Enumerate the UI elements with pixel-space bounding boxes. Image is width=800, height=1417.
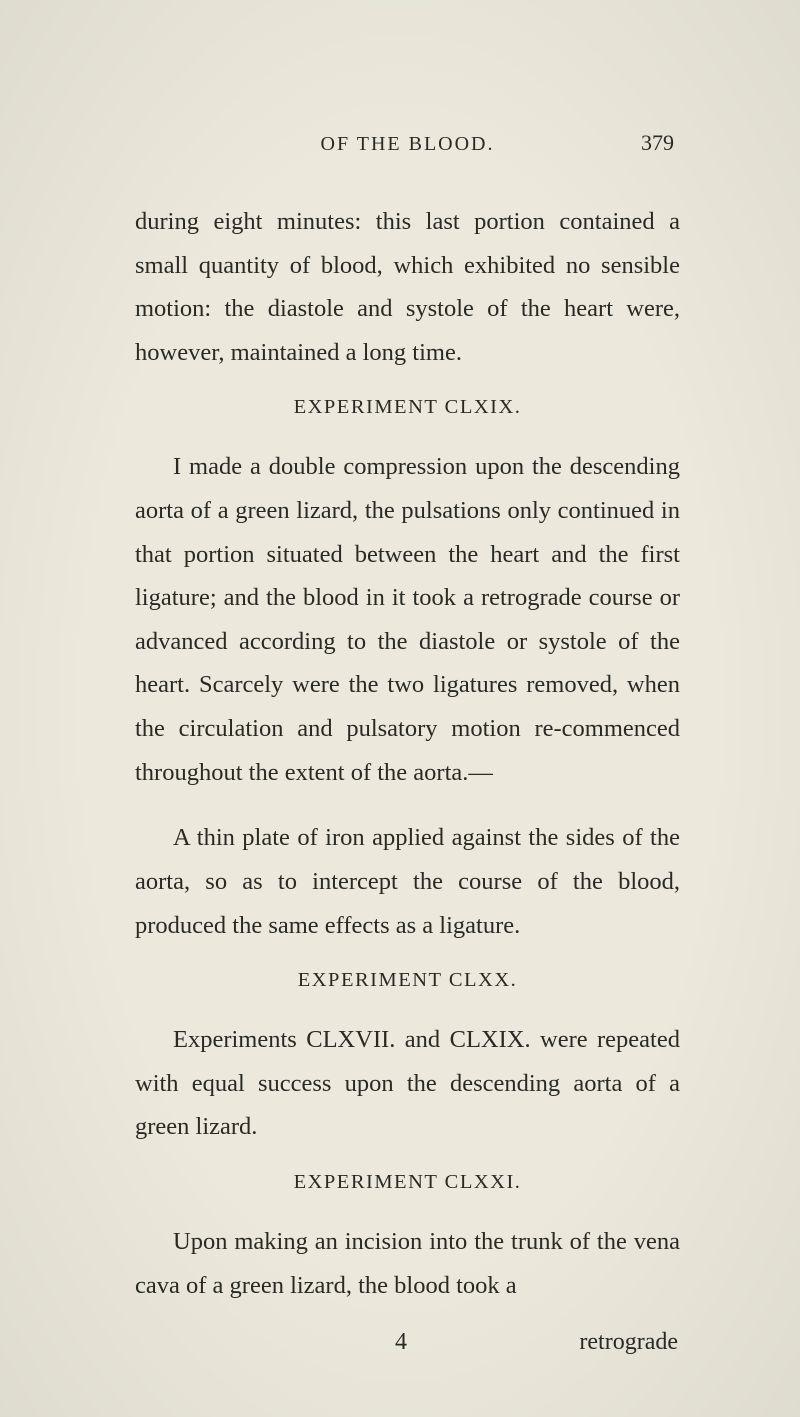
paragraph: during eight minutes: this last portion … (135, 200, 680, 374)
paragraph: Upon making an incision into the trunk o… (135, 1220, 680, 1307)
experiment-heading: EXPERIMENT CLXX. (135, 969, 680, 992)
paragraph: Experiments CLXVII. and CLXIX. were repe… (135, 1018, 680, 1149)
catch-line: 4 retrograde (135, 1329, 680, 1356)
running-head: OF THE BLOOD. 379 (135, 130, 680, 156)
paragraph: I made a double compression upon the des… (135, 445, 680, 794)
experiment-heading: EXPERIMENT CLXIX. (135, 396, 680, 419)
paragraph: A thin plate of iron applied against the… (135, 816, 680, 947)
page: OF THE BLOOD. 379 during eight minutes: … (0, 0, 800, 1417)
signature-mark: 4 (395, 1329, 407, 1356)
catchword: retrograde (579, 1329, 678, 1356)
page-number: 379 (614, 130, 674, 156)
experiment-heading: EXPERIMENT CLXXI. (135, 1171, 680, 1194)
running-title: OF THE BLOOD. (201, 133, 614, 156)
